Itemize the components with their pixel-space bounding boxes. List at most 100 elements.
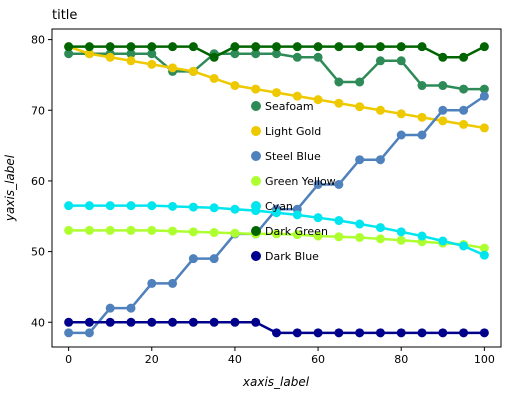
data-point-green-yellow xyxy=(334,232,344,242)
legend-marker-green-yellow xyxy=(251,176,261,186)
data-point-dark-green xyxy=(417,42,427,52)
data-point-light-gold xyxy=(188,66,198,76)
data-point-light-gold xyxy=(396,109,406,119)
data-point-steel-blue xyxy=(313,179,323,189)
data-point-dark-green xyxy=(292,42,302,52)
data-point-light-gold xyxy=(168,63,178,73)
data-point-light-gold xyxy=(479,123,489,133)
data-point-seafoam xyxy=(459,84,469,94)
data-point-seafoam xyxy=(438,81,448,91)
data-point-dark-blue xyxy=(438,328,448,338)
data-point-dark-green xyxy=(438,52,448,62)
data-point-cyan xyxy=(168,201,178,211)
series-dark-blue xyxy=(64,317,489,338)
data-point-cyan xyxy=(64,201,74,211)
data-point-dark-blue xyxy=(334,328,344,338)
data-point-green-yellow xyxy=(105,225,115,235)
data-point-green-yellow xyxy=(479,243,489,253)
data-point-light-gold xyxy=(417,112,427,122)
data-point-dark-green xyxy=(272,42,281,52)
series-cyan xyxy=(64,201,489,260)
data-point-green-yellow xyxy=(230,228,240,238)
x-tick-label: 60 xyxy=(311,353,325,366)
data-point-dark-blue xyxy=(230,317,240,327)
data-point-light-gold xyxy=(272,88,281,98)
data-point-light-gold xyxy=(251,84,261,94)
data-point-cyan xyxy=(105,201,115,211)
x-tick-label: 80 xyxy=(394,353,408,366)
data-point-seafoam xyxy=(375,56,385,66)
data-point-cyan xyxy=(126,201,136,211)
data-point-seafoam xyxy=(334,77,344,87)
data-point-green-yellow xyxy=(147,225,157,235)
data-point-dark-blue xyxy=(272,328,281,338)
data-point-seafoam xyxy=(417,81,427,91)
data-point-dark-blue xyxy=(292,328,302,338)
data-point-steel-blue xyxy=(355,155,365,165)
x-tick-label: 40 xyxy=(228,353,242,366)
data-point-dark-blue xyxy=(147,317,157,327)
data-point-dark-green xyxy=(459,52,469,62)
data-point-seafoam xyxy=(313,52,323,62)
data-point-steel-blue xyxy=(147,278,157,288)
data-point-green-yellow xyxy=(313,231,323,241)
data-point-green-yellow xyxy=(84,225,94,235)
data-point-steel-blue xyxy=(188,254,198,264)
data-point-steel-blue xyxy=(459,105,469,115)
data-point-cyan xyxy=(313,213,323,223)
data-point-dark-blue xyxy=(479,328,489,338)
legend-marker-dark-blue xyxy=(251,251,261,261)
data-point-light-gold xyxy=(84,49,94,59)
data-point-green-yellow xyxy=(64,225,74,235)
data-point-dark-blue xyxy=(355,328,365,338)
data-point-seafoam xyxy=(292,52,302,62)
data-point-green-yellow xyxy=(188,227,198,237)
y-axis-label: yaxis_label xyxy=(3,154,17,222)
data-point-dark-green xyxy=(84,42,94,52)
data-point-steel-blue xyxy=(84,328,94,338)
data-point-light-gold xyxy=(459,119,469,129)
legend-label-steel-blue: Steel Blue xyxy=(265,150,321,163)
data-point-green-yellow xyxy=(396,235,406,245)
legend-label-cyan: Cyan xyxy=(265,200,293,213)
data-point-cyan xyxy=(396,227,406,237)
data-point-dark-green xyxy=(64,42,74,52)
data-point-cyan xyxy=(292,210,302,220)
data-point-cyan xyxy=(147,201,157,211)
data-point-green-yellow xyxy=(355,232,365,242)
data-point-dark-green xyxy=(355,42,365,52)
data-point-light-gold xyxy=(126,56,136,66)
data-point-green-yellow xyxy=(292,230,302,240)
data-point-steel-blue xyxy=(209,254,219,264)
data-point-light-gold xyxy=(105,52,115,62)
series-green-yellow xyxy=(64,225,489,253)
legend-label-dark-green: Dark Green xyxy=(265,225,328,238)
data-point-light-gold xyxy=(230,81,240,91)
data-point-seafoam xyxy=(126,49,136,59)
data-point-dark-green xyxy=(188,42,198,52)
data-point-steel-blue xyxy=(396,130,406,140)
data-point-dark-green xyxy=(375,42,385,52)
data-point-dark-blue xyxy=(313,328,323,338)
legend-marker-light-gold xyxy=(251,126,261,136)
data-point-cyan xyxy=(334,216,344,226)
data-point-steel-blue xyxy=(105,303,115,313)
y-tick-label: 40 xyxy=(31,316,45,329)
axis-ticks: 0 20 40 60 80 100 40 50 60 70 80 xyxy=(31,34,495,366)
data-point-seafoam xyxy=(147,49,157,59)
data-point-light-gold xyxy=(147,59,157,69)
legend-marker-steel-blue xyxy=(251,151,261,161)
data-point-dark-green xyxy=(396,42,406,52)
data-point-cyan xyxy=(209,203,219,213)
data-point-dark-blue xyxy=(251,317,261,327)
chart-title: title xyxy=(52,8,77,23)
data-point-cyan xyxy=(459,241,469,251)
data-point-dark-blue xyxy=(168,317,178,327)
plot-area xyxy=(51,28,502,348)
data-point-light-gold xyxy=(438,116,448,126)
data-point-dark-green xyxy=(334,42,344,52)
legend-label-dark-blue: Dark Blue xyxy=(265,250,319,263)
data-point-seafoam xyxy=(64,49,74,59)
series-light-gold xyxy=(64,42,489,133)
